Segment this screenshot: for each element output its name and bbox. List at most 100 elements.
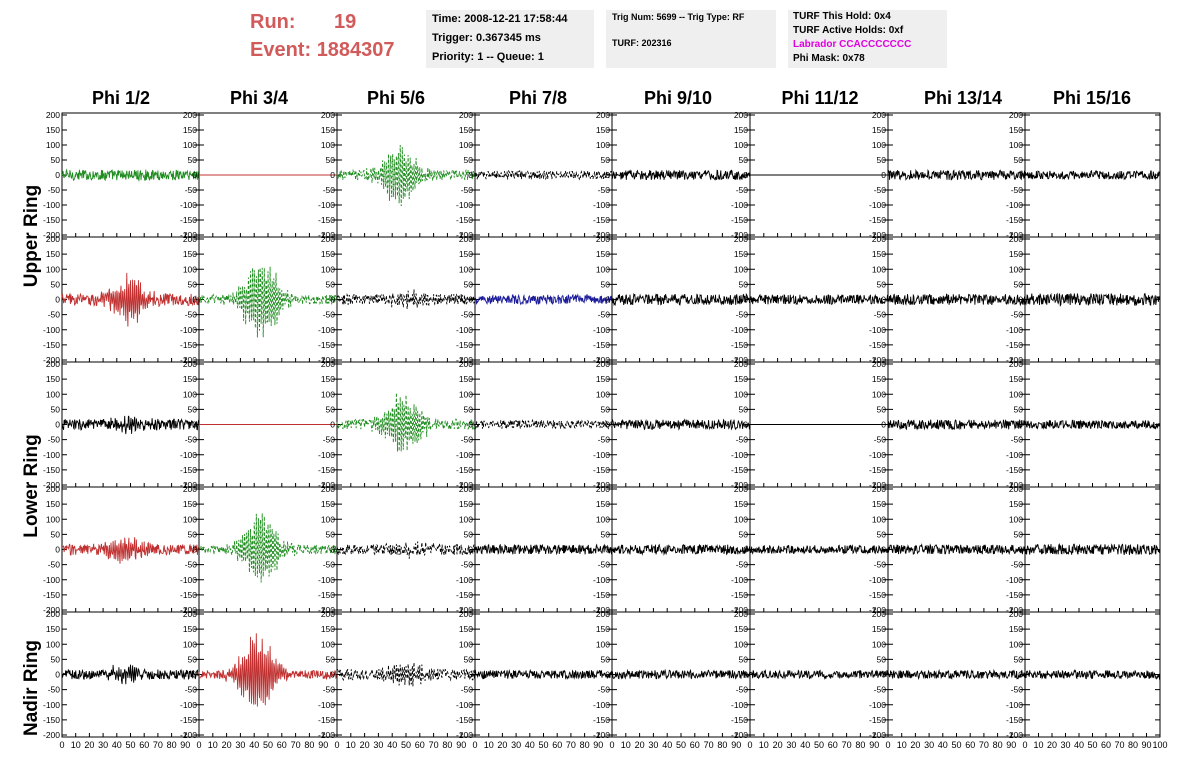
event-value: 1884307 (316, 39, 395, 61)
y-tick-label: 50 (1014, 279, 1024, 289)
y-tick-label: 200 (734, 234, 748, 244)
x-tick-label: 20 (222, 740, 232, 750)
waveform-trace (1024, 669, 1161, 681)
y-tick-label: -200 (593, 730, 610, 740)
x-tick-label: 50 (814, 740, 824, 750)
y-tick-label: 0 (468, 670, 473, 680)
x-tick-label: 20 (1047, 740, 1057, 750)
col-title-phi-7-8: Phi 7/8 (508, 88, 568, 108)
col-title-phi-15-16: Phi 15/16 (1052, 88, 1132, 108)
y-tick-label: 150 (596, 624, 610, 634)
y-tick-label: -100 (593, 700, 610, 710)
y-tick-label: 50 (188, 529, 198, 539)
x-tick-label: 50 (125, 740, 135, 750)
y-tick-label: 100 (46, 140, 60, 150)
y-tick-label: 100 (596, 514, 610, 524)
y-tick-label: 100 (734, 514, 748, 524)
y-tick-label: 100 (321, 264, 335, 274)
y-tick-label: -150 (869, 715, 886, 725)
x-tick-label: 70 (291, 740, 301, 750)
y-tick-label: 50 (601, 404, 611, 414)
y-tick-label: -150 (731, 590, 748, 600)
y-tick-label: 100 (872, 514, 886, 524)
run-value: 19 (334, 11, 357, 33)
y-tick-label: 0 (881, 545, 886, 555)
y-tick-label: 0 (55, 420, 60, 430)
y-tick-label: -50 (461, 435, 474, 445)
panel-r0-c7: -200 -150 -100 -50 0 50 100 150 200 (1006, 110, 1161, 240)
panel-r0-c6: -200 -150 -100 -50 0 50 100 150 200 (869, 110, 1026, 240)
x-tick-label: 40 (1074, 740, 1084, 750)
y-tick-label: 150 (183, 624, 197, 634)
y-tick-label: 150 (734, 125, 748, 135)
y-tick-label: -200 (43, 730, 60, 740)
y-tick-label: -50 (1011, 185, 1024, 195)
y-tick-label: -50 (598, 310, 611, 320)
waveform-trace (474, 169, 612, 181)
y-tick-label: 0 (468, 170, 473, 180)
panel-r4-c0: -200 -150 -100 -50 0 50 100 150 200 (43, 609, 200, 740)
x-tick-label: 80 (1128, 740, 1138, 750)
y-tick-label: -50 (185, 185, 198, 195)
x-tick-label: 70 (842, 740, 852, 750)
panel-r3-c3: -200 -150 -100 -50 0 50 100 150 200 (456, 484, 613, 615)
y-tick-label: -150 (43, 465, 60, 475)
x-tick-label: 70 (1114, 740, 1124, 750)
y-tick-label: 50 (51, 654, 61, 664)
panel-r2-c0: -200 -150 -100 -50 0 50 100 150 200 (43, 359, 200, 490)
x-tick-label: 100 (1152, 740, 1167, 750)
y-tick-label: -200 (318, 230, 335, 240)
y-tick-label: -100 (1006, 575, 1023, 585)
y-tick-label: -100 (869, 450, 886, 460)
waveform-trace (474, 669, 613, 680)
y-tick-label: 150 (872, 125, 886, 135)
y-tick-label: -200 (593, 355, 610, 365)
y-tick-label: -150 (593, 715, 610, 725)
y-tick-label: 200 (183, 234, 197, 244)
y-tick-label: 100 (872, 389, 886, 399)
y-tick-label: -150 (869, 465, 886, 475)
y-tick-label: 0 (330, 545, 335, 555)
x-tick-label: 40 (662, 740, 672, 750)
y-tick-label: -50 (461, 310, 474, 320)
col-title-phi-11-12: Phi 11/12 (781, 88, 859, 108)
y-tick-label: 150 (459, 374, 473, 384)
panel-r2-c7: -200 -150 -100 -50 0 50 100 150 200 (1006, 359, 1161, 490)
y-tick-label: 200 (183, 609, 197, 619)
y-tick-label: -50 (48, 185, 61, 195)
y-tick-label: -100 (456, 700, 473, 710)
x-tick-label: 80 (442, 740, 452, 750)
waveform-trace (336, 392, 476, 452)
y-tick-label: 150 (1009, 249, 1023, 259)
x-tick-label: 60 (139, 740, 149, 750)
y-tick-label: -150 (43, 340, 60, 350)
panel-r2-c3: -200 -150 -100 -50 0 50 100 150 200 (456, 359, 613, 490)
y-tick-label: -200 (43, 480, 60, 490)
y-tick-label: -100 (180, 575, 197, 585)
y-tick-label: 50 (877, 404, 887, 414)
x-tick-label: 20 (635, 740, 645, 750)
panel-r3-c0: -200 -150 -100 -50 0 50 100 150 200 (43, 484, 200, 615)
y-tick-label: 0 (881, 670, 886, 680)
y-tick-label: -200 (318, 605, 335, 615)
waveform-trace (612, 668, 751, 680)
turf-active-text: TURF Active Holds: 0xf (793, 25, 904, 36)
x-tick-label: 80 (580, 740, 590, 750)
y-tick-label: -150 (593, 590, 610, 600)
x-tick-label: 20 (773, 740, 783, 750)
y-tick-label: -50 (874, 435, 887, 445)
y-tick-label: 50 (1014, 155, 1024, 165)
y-tick-label: 150 (46, 624, 60, 634)
y-tick-label: -100 (731, 325, 748, 335)
y-tick-label: -150 (456, 340, 473, 350)
x-tick-label: 20 (360, 740, 370, 750)
y-tick-label: 50 (739, 654, 749, 664)
panel-r1-c2: -200 -150 -100 -50 0 50 100 150 200 (318, 234, 476, 365)
y-tick-label: 0 (55, 545, 60, 555)
x-tick-label: 90 (456, 740, 466, 750)
y-tick-label: 200 (46, 484, 60, 494)
y-tick-label: -50 (48, 310, 61, 320)
y-tick-label: -50 (598, 185, 611, 195)
panel-r1-c3: -200 -150 -100 -50 0 50 100 150 200 (456, 234, 613, 365)
y-tick-label: -100 (869, 325, 886, 335)
